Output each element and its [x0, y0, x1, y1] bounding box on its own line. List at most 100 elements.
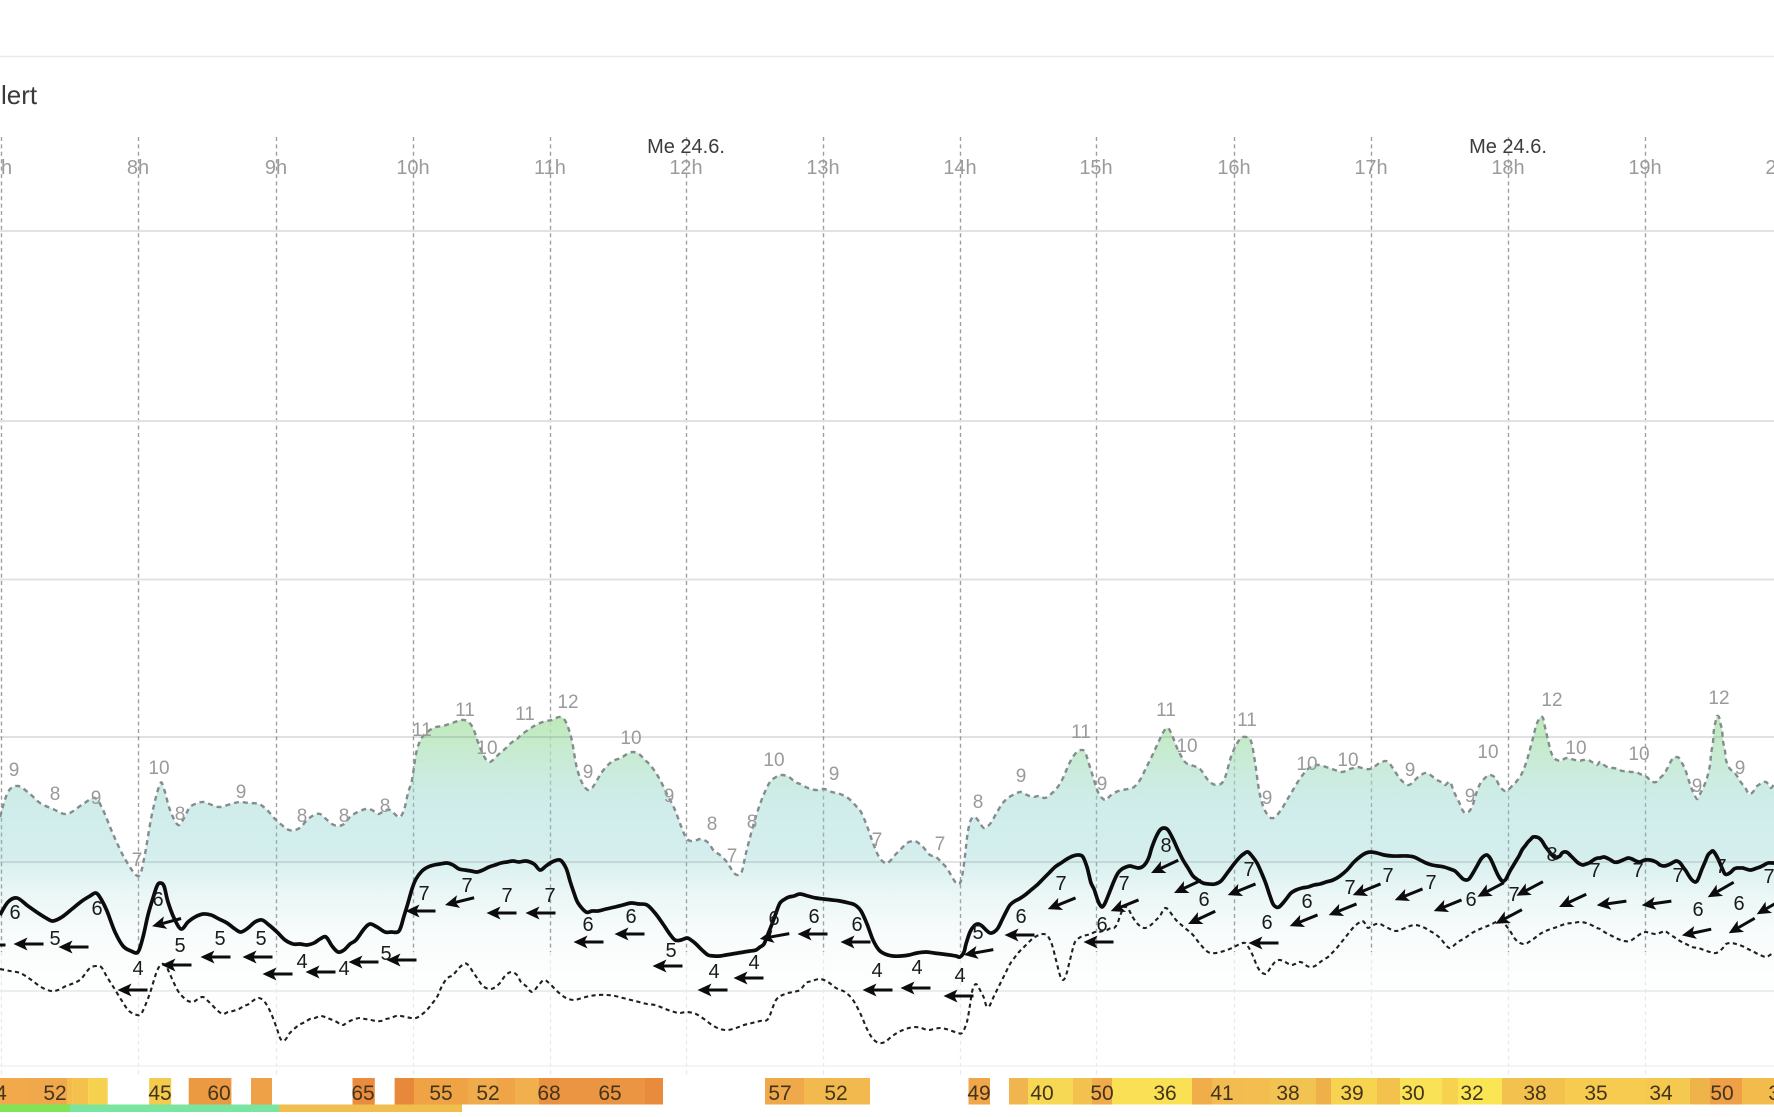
svg-text:10: 10: [763, 750, 784, 771]
svg-text:8: 8: [50, 784, 61, 805]
svg-text:40: 40: [1030, 1082, 1053, 1105]
svg-text:6: 6: [1301, 891, 1312, 913]
svg-text:9: 9: [664, 786, 675, 807]
svg-text:9: 9: [1262, 788, 1273, 809]
svg-text:8: 8: [747, 812, 758, 833]
svg-text:36: 36: [1153, 1082, 1176, 1105]
svg-text:8: 8: [1160, 835, 1171, 857]
svg-text:30: 30: [1401, 1082, 1424, 1105]
svg-text:35: 35: [1584, 1082, 1607, 1105]
svg-text:5: 5: [380, 943, 391, 965]
svg-text:7: 7: [544, 885, 555, 907]
svg-text:39: 39: [1340, 1082, 1363, 1105]
svg-text:32: 32: [1460, 1082, 1483, 1105]
svg-text:4: 4: [708, 961, 719, 983]
svg-text:7: 7: [1382, 865, 1393, 887]
svg-text:7: 7: [1243, 859, 1254, 881]
svg-text:38: 38: [1523, 1082, 1546, 1105]
svg-text:10: 10: [1296, 754, 1317, 775]
svg-text:10: 10: [148, 758, 169, 779]
svg-text:6: 6: [1261, 912, 1272, 934]
svg-text:10: 10: [1628, 744, 1649, 765]
svg-text:10: 10: [1565, 738, 1586, 759]
svg-text:6: 6: [1465, 889, 1476, 911]
svg-text:10: 10: [476, 738, 497, 759]
svg-text:60: 60: [207, 1082, 230, 1105]
svg-text:9: 9: [829, 764, 840, 785]
svg-text:9: 9: [9, 760, 20, 781]
svg-text:8: 8: [339, 806, 350, 827]
svg-text:6: 6: [768, 908, 779, 930]
svg-text:12: 12: [1708, 688, 1729, 709]
svg-text:41: 41: [1210, 1082, 1233, 1105]
svg-text:11h: 11h: [534, 157, 566, 179]
svg-text:7: 7: [935, 834, 946, 855]
svg-text:7: 7: [1508, 884, 1519, 906]
svg-text:68: 68: [537, 1082, 560, 1105]
svg-text:8: 8: [297, 806, 308, 827]
svg-text:12h: 12h: [669, 157, 702, 179]
svg-text:6: 6: [1198, 889, 1209, 911]
svg-text:55: 55: [429, 1082, 452, 1105]
svg-text:lert: lert: [1, 80, 38, 110]
svg-text:7: 7: [132, 850, 143, 871]
svg-text:49: 49: [967, 1082, 990, 1105]
svg-text:7: 7: [1055, 873, 1066, 895]
svg-text:7: 7: [418, 883, 429, 905]
svg-text:11: 11: [1156, 700, 1176, 721]
svg-text:10: 10: [1176, 736, 1197, 757]
svg-text:57: 57: [768, 1082, 791, 1105]
svg-text:6: 6: [1733, 893, 1744, 915]
svg-text:10: 10: [620, 728, 641, 749]
svg-text:5: 5: [49, 928, 60, 950]
svg-text:7: 7: [1118, 873, 1129, 895]
svg-text:Me 24.6.: Me 24.6.: [647, 136, 725, 158]
svg-text:19h: 19h: [1628, 157, 1661, 179]
svg-text:18h: 18h: [1491, 157, 1524, 179]
svg-text:9: 9: [1735, 758, 1746, 779]
svg-text:38: 38: [1768, 1082, 1774, 1105]
svg-text:8: 8: [973, 792, 984, 813]
svg-text:11: 11: [412, 720, 432, 741]
svg-text:8h: 8h: [127, 157, 149, 179]
svg-text:12: 12: [1541, 690, 1562, 711]
svg-text:6: 6: [1692, 899, 1703, 921]
svg-text:9: 9: [1405, 760, 1416, 781]
svg-text:12: 12: [557, 692, 578, 713]
svg-text:7: 7: [872, 830, 883, 851]
svg-text:9: 9: [1465, 786, 1476, 807]
svg-text:8: 8: [175, 804, 186, 825]
svg-text:7: 7: [1763, 866, 1774, 888]
svg-text:9h: 9h: [265, 157, 287, 179]
svg-text:6: 6: [152, 889, 163, 911]
svg-text:7: 7: [1589, 860, 1600, 882]
svg-text:7: 7: [1672, 865, 1683, 887]
svg-text:4: 4: [871, 960, 882, 982]
svg-text:11: 11: [455, 700, 475, 721]
svg-text:17h: 17h: [1354, 157, 1387, 179]
svg-text:5: 5: [214, 928, 225, 950]
svg-text:5: 5: [972, 922, 983, 944]
svg-text:7: 7: [1425, 872, 1436, 894]
svg-text:8: 8: [1546, 844, 1557, 866]
svg-text:7: 7: [1715, 856, 1726, 878]
svg-text:16h: 16h: [1217, 157, 1250, 179]
svg-text:20h: 20h: [1765, 157, 1774, 179]
svg-text:6: 6: [91, 898, 102, 920]
svg-text:4: 4: [748, 952, 759, 974]
svg-text:8: 8: [380, 796, 391, 817]
svg-text:11: 11: [515, 704, 535, 725]
svg-text:4: 4: [296, 951, 307, 973]
svg-text:9: 9: [583, 762, 594, 783]
svg-text:4: 4: [338, 958, 349, 980]
svg-text:52: 52: [824, 1082, 847, 1105]
svg-text:7: 7: [1344, 877, 1355, 899]
svg-text:14h: 14h: [943, 157, 976, 179]
svg-text:45: 45: [148, 1082, 171, 1105]
svg-text:6: 6: [1015, 906, 1026, 928]
svg-text:50: 50: [1710, 1082, 1733, 1105]
svg-text:9: 9: [1016, 766, 1027, 787]
svg-text:4: 4: [954, 965, 965, 987]
svg-text:6: 6: [9, 902, 20, 924]
svg-text:9: 9: [236, 782, 247, 803]
